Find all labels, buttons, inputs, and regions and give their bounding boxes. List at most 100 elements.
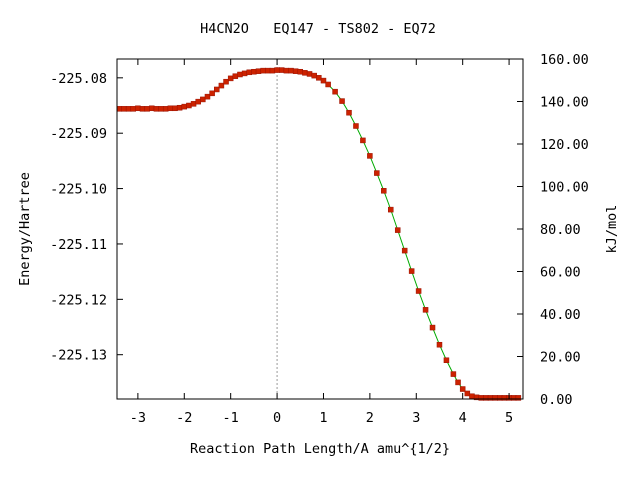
data-point-marker <box>469 393 475 399</box>
data-point-marker <box>200 96 206 103</box>
data-point-marker <box>269 67 276 74</box>
data-point-marker <box>278 67 285 73</box>
data-point-marker <box>353 123 359 129</box>
energy-curve-line <box>119 69 519 399</box>
data-point-marker <box>367 153 373 159</box>
y2-tick-label: 20.00 <box>540 350 581 366</box>
y-tick-label: -225.08 <box>50 71 107 87</box>
x-tick-label: 3 <box>412 410 420 426</box>
data-point-marker <box>176 104 183 111</box>
data-point-marker <box>487 395 494 401</box>
data-point-marker <box>186 102 192 109</box>
data-point-marker <box>320 77 327 84</box>
data-point-marker <box>297 68 304 75</box>
data-point-marker <box>455 379 461 386</box>
data-point-marker <box>443 357 450 363</box>
data-point-marker <box>515 395 522 401</box>
data-point-marker <box>158 106 164 112</box>
data-point-marker <box>401 247 408 254</box>
data-point-marker <box>292 68 299 74</box>
y-tick-label: -225.10 <box>50 182 107 198</box>
y-axis-label: Energy/Hartree <box>17 172 33 286</box>
data-point-marker <box>116 106 123 112</box>
data-point-marker <box>232 73 239 79</box>
data-point-marker <box>381 188 387 194</box>
x-tick-label: -3 <box>130 410 146 426</box>
data-point-marker <box>241 70 248 77</box>
data-point-marker <box>325 81 331 88</box>
data-point-marker <box>265 67 271 74</box>
data-point-marker <box>149 105 155 112</box>
data-point-marker <box>450 371 457 377</box>
data-point-marker <box>190 101 197 107</box>
x-tick-label: 5 <box>505 410 513 426</box>
data-point-marker <box>422 307 429 313</box>
data-point-marker <box>121 106 127 112</box>
y-tick-label: -225.13 <box>50 348 107 364</box>
data-point-marker <box>255 68 262 74</box>
y-tick-label: -225.09 <box>50 126 107 142</box>
x-tick-label: 4 <box>459 410 467 426</box>
data-point-marker <box>332 88 338 95</box>
data-point-marker <box>510 395 517 401</box>
data-point-marker <box>260 67 266 74</box>
data-point-marker <box>501 395 508 401</box>
data-point-marker <box>209 90 215 97</box>
data-point-marker <box>464 390 471 397</box>
data-point-marker <box>374 170 380 176</box>
y-tick-label: -225.11 <box>50 237 107 253</box>
data-point-marker <box>227 75 234 82</box>
data-point-marker <box>306 71 313 77</box>
x-axis-label: Reaction Path Length/A amu^{1/2} <box>190 441 450 457</box>
y-tick-label: -225.12 <box>50 292 107 308</box>
data-point-marker <box>492 395 498 401</box>
x-tick-label: 0 <box>273 410 281 426</box>
data-point-marker <box>394 227 401 233</box>
data-point-marker <box>459 386 466 392</box>
data-point-marker <box>311 72 317 79</box>
data-point-marker <box>283 67 290 74</box>
data-point-marker <box>135 105 141 112</box>
data-point-marker <box>139 106 146 112</box>
y2-tick-label: 120.00 <box>540 137 589 153</box>
data-point-marker <box>429 324 436 331</box>
data-point-marker <box>162 106 169 112</box>
data-point-marker <box>181 103 188 110</box>
y2-tick-label: 80.00 <box>540 222 581 238</box>
data-point-marker <box>274 67 280 73</box>
data-point-marker <box>346 109 352 116</box>
data-point-marker <box>195 98 201 105</box>
data-point-marker <box>214 86 220 93</box>
data-point-marker <box>223 78 229 85</box>
data-point-marker <box>153 106 160 112</box>
data-point-marker <box>497 395 503 401</box>
data-point-marker <box>144 106 150 112</box>
chart-title: H4CN2O EQ147 - TS802 - EQ72 <box>200 21 436 37</box>
y2-tick-label: 160.00 <box>540 52 589 68</box>
data-point-marker <box>125 106 132 112</box>
y2-tick-label: 0.00 <box>540 392 573 408</box>
plot-frame <box>116 58 524 400</box>
data-point-marker <box>288 67 294 74</box>
data-point-marker <box>436 341 443 348</box>
data-point-marker <box>204 93 211 100</box>
data-point-marker <box>360 137 366 144</box>
y2-tick-label: 40.00 <box>540 307 581 323</box>
data-point-marker <box>167 105 174 112</box>
data-point-marker <box>237 71 243 78</box>
data-point-marker <box>415 288 422 294</box>
x-tick-label: 1 <box>319 410 327 426</box>
y2-axis-label: kJ/mol <box>604 205 620 254</box>
x-tick-label: -2 <box>176 410 192 426</box>
y2-tick-label: 60.00 <box>540 265 581 281</box>
data-point-marker <box>172 105 178 112</box>
data-point-marker <box>483 395 489 401</box>
data-point-marker <box>388 206 394 213</box>
data-point-marker <box>251 68 257 75</box>
data-point-marker <box>246 69 252 76</box>
data-point-marker <box>316 75 322 81</box>
data-point-marker <box>218 82 225 89</box>
data-point-marker <box>478 395 484 401</box>
data-point-marker <box>339 98 345 104</box>
